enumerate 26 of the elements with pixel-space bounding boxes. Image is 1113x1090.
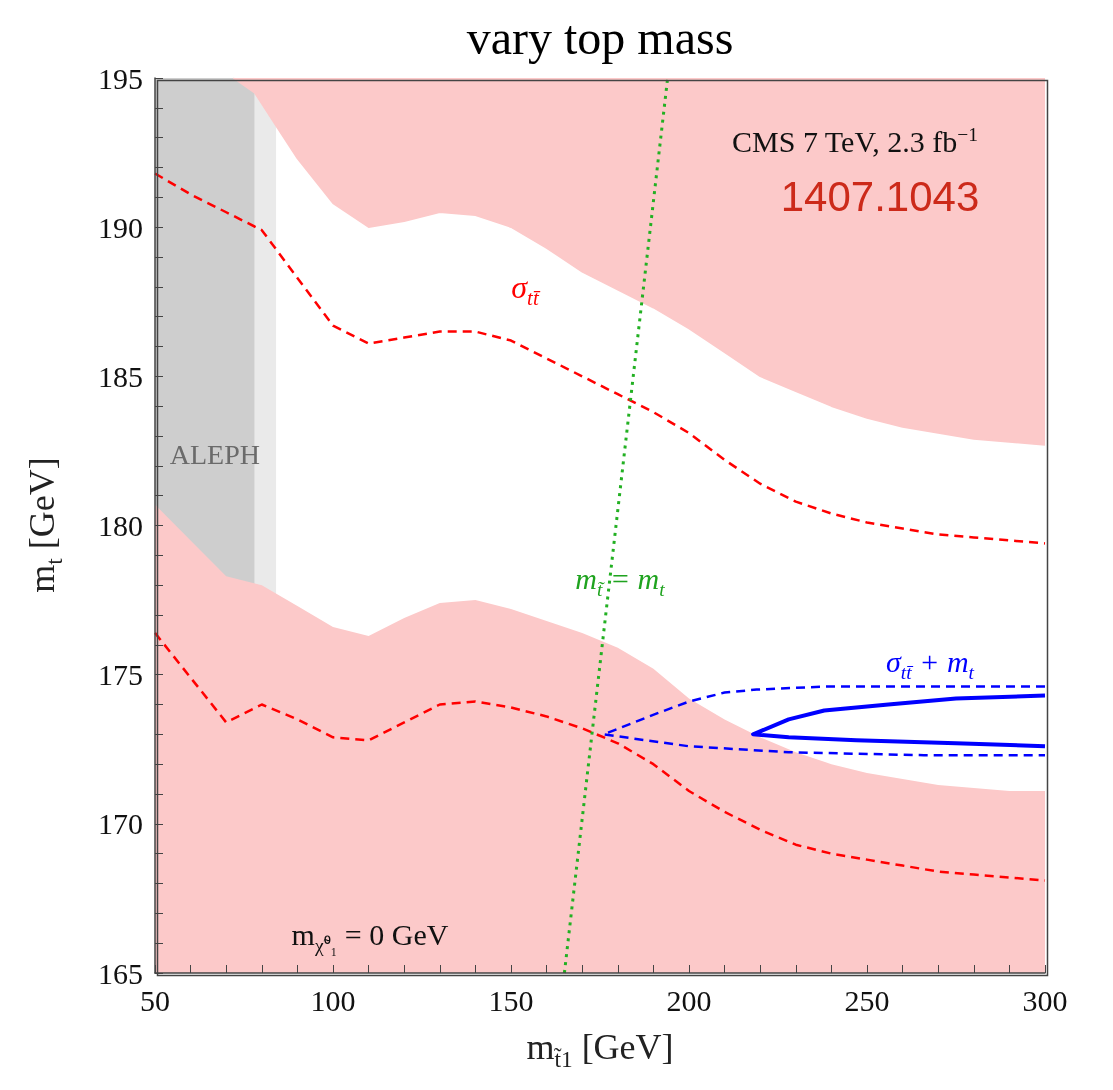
- chart-title: vary top mass: [466, 11, 734, 64]
- annotation: CMS 7 TeV, 2.3 fb$^{−1}$: [732, 124, 978, 158]
- line-series: [751, 693, 1047, 749]
- x-tick-label: 100: [310, 983, 356, 1017]
- y-tick-label: 170: [98, 807, 143, 841]
- y-tick-label: 180: [98, 509, 143, 542]
- line-series: [153, 631, 1047, 882]
- x-tick-label: 50: [140, 983, 170, 1017]
- annotation: σ$_{tt̄}$ + m$_{t}$: [886, 645, 974, 684]
- annotation: σ$_{tt̄}$: [511, 268, 539, 310]
- annotation: m$_{t̃}$ = m$_{t}$: [575, 562, 665, 601]
- band-label: ALEPH: [169, 439, 260, 470]
- line-series: [153, 172, 1047, 545]
- x-axis-title: m$_{t̃1}$ [GeV]: [526, 1026, 674, 1072]
- y-tick-label: 175: [98, 658, 143, 692]
- annotation: m$_{χ̃⁰₁}$ = 0 GeV: [291, 918, 449, 957]
- x-tick-label: 300: [1022, 983, 1068, 1017]
- line-series: [602, 685, 1047, 757]
- y-tick-label: 185: [98, 359, 143, 393]
- annotation: 1407.1043: [780, 173, 980, 220]
- x-tick-label: 150: [488, 983, 534, 1017]
- y-tick-label: 190: [98, 210, 143, 244]
- x-tick-label: 250: [844, 983, 890, 1017]
- y-tick-label: 195: [98, 61, 143, 95]
- x-tick-label: 200: [666, 983, 712, 1017]
- y-tick-label: 165: [98, 956, 143, 990]
